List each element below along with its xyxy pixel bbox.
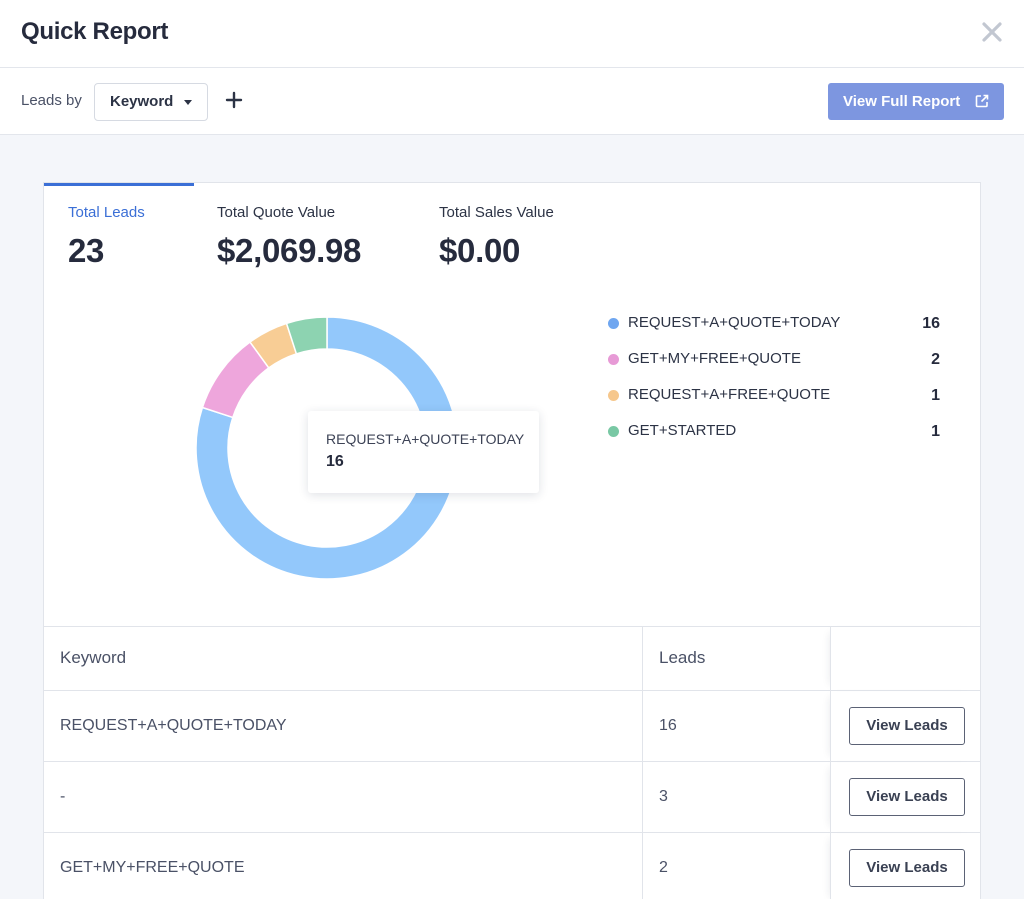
actions-cell: View Leads	[830, 762, 980, 832]
keyword-cell: REQUEST+A+QUOTE+TODAY	[44, 691, 643, 761]
view-leads-button[interactable]: View Leads	[849, 707, 965, 745]
report-card: Total Leads 23 Total Quote Value $2,069.…	[43, 182, 981, 899]
close-icon[interactable]	[978, 18, 1006, 46]
plus-icon[interactable]	[222, 88, 246, 112]
view-full-report-label: View Full Report	[843, 93, 961, 110]
donut-slice-get-started[interactable]	[285, 316, 328, 355]
report-toolbar: Leads by Keyword View Full Report	[0, 68, 1024, 135]
table-row: REQUEST+A+QUOTE+TODAY 16 View Leads	[44, 690, 980, 761]
leads-by-label: Leads by	[21, 92, 82, 109]
table-row: GET+MY+FREE+QUOTE 2 View Leads	[44, 832, 980, 899]
column-header-leads: Leads	[659, 648, 706, 667]
actions-cell: View Leads	[830, 833, 980, 899]
caret-down-icon	[184, 100, 192, 105]
tooltip-label: REQUEST+A+QUOTE+TODAY	[326, 431, 525, 447]
stat-label: Total Quote Value	[217, 204, 336, 221]
modal-title: Quick Report	[21, 18, 169, 45]
leads-cell: 16	[659, 717, 677, 734]
external-link-icon	[975, 94, 989, 108]
tooltip-value: 16	[326, 453, 344, 470]
stat-value: 23	[68, 232, 105, 269]
stat-value: $0.00	[439, 232, 521, 269]
legend-item[interactable]: GET+STARTED 1	[606, 421, 946, 457]
stat-label: Total Sales Value	[439, 204, 554, 221]
legend-dot	[608, 390, 619, 401]
legend-item[interactable]: GET+MY+FREE+QUOTE 2	[606, 349, 946, 385]
stat-total-leads[interactable]: Total Leads 23	[68, 204, 145, 270]
group-by-select-value: Keyword	[110, 93, 174, 110]
leads-cell: 2	[659, 859, 668, 876]
group-by-select[interactable]: Keyword	[94, 83, 208, 121]
legend-label: GET+STARTED	[628, 422, 737, 439]
stat-value: $2,069.98	[217, 232, 362, 269]
legend-label: REQUEST+A+QUOTE+TODAY	[628, 314, 841, 331]
stat-label: Total Leads	[68, 204, 145, 221]
table-row: - 3 View Leads	[44, 761, 980, 832]
view-leads-button[interactable]: View Leads	[849, 778, 965, 816]
legend-count: 2	[931, 351, 940, 368]
column-header-keyword: Keyword	[44, 627, 643, 690]
legend-item[interactable]: REQUEST+A+FREE+QUOTE 1	[606, 385, 946, 421]
stat-total-quote-value[interactable]: Total Quote Value $2,069.98	[217, 204, 361, 270]
chart-legend: REQUEST+A+QUOTE+TODAY 16 GET+MY+FREE+QUOTE…	[606, 313, 946, 457]
keyword-table: Keyword Leads REQUEST+A+QUOTE+TODAY 16 V…	[44, 626, 980, 899]
legend-item[interactable]: REQUEST+A+QUOTE+TODAY 16	[606, 313, 946, 349]
active-tab-indicator	[44, 183, 194, 186]
chart-tooltip: REQUEST+A+QUOTE+TODAY 16	[308, 411, 539, 493]
view-full-report-button[interactable]: View Full Report	[828, 83, 1004, 120]
legend-count: 1	[931, 387, 940, 404]
keyword-cell: -	[44, 762, 643, 832]
legend-count: 1	[931, 423, 940, 440]
leads-cell: 3	[659, 788, 668, 805]
legend-count: 16	[922, 315, 940, 332]
actions-cell: View Leads	[830, 691, 980, 761]
legend-label: GET+MY+FREE+QUOTE	[628, 350, 801, 367]
legend-dot	[608, 318, 619, 329]
keyword-cell: GET+MY+FREE+QUOTE	[44, 833, 643, 899]
view-leads-button[interactable]: View Leads	[849, 849, 965, 887]
legend-dot	[608, 354, 619, 365]
modal-header: Quick Report	[0, 0, 1024, 68]
column-header-actions	[830, 627, 980, 690]
stat-total-sales-value[interactable]: Total Sales Value $0.00	[439, 204, 554, 270]
legend-label: REQUEST+A+FREE+QUOTE	[628, 386, 831, 403]
legend-dot	[608, 426, 619, 437]
table-header-row: Keyword Leads	[44, 626, 980, 690]
